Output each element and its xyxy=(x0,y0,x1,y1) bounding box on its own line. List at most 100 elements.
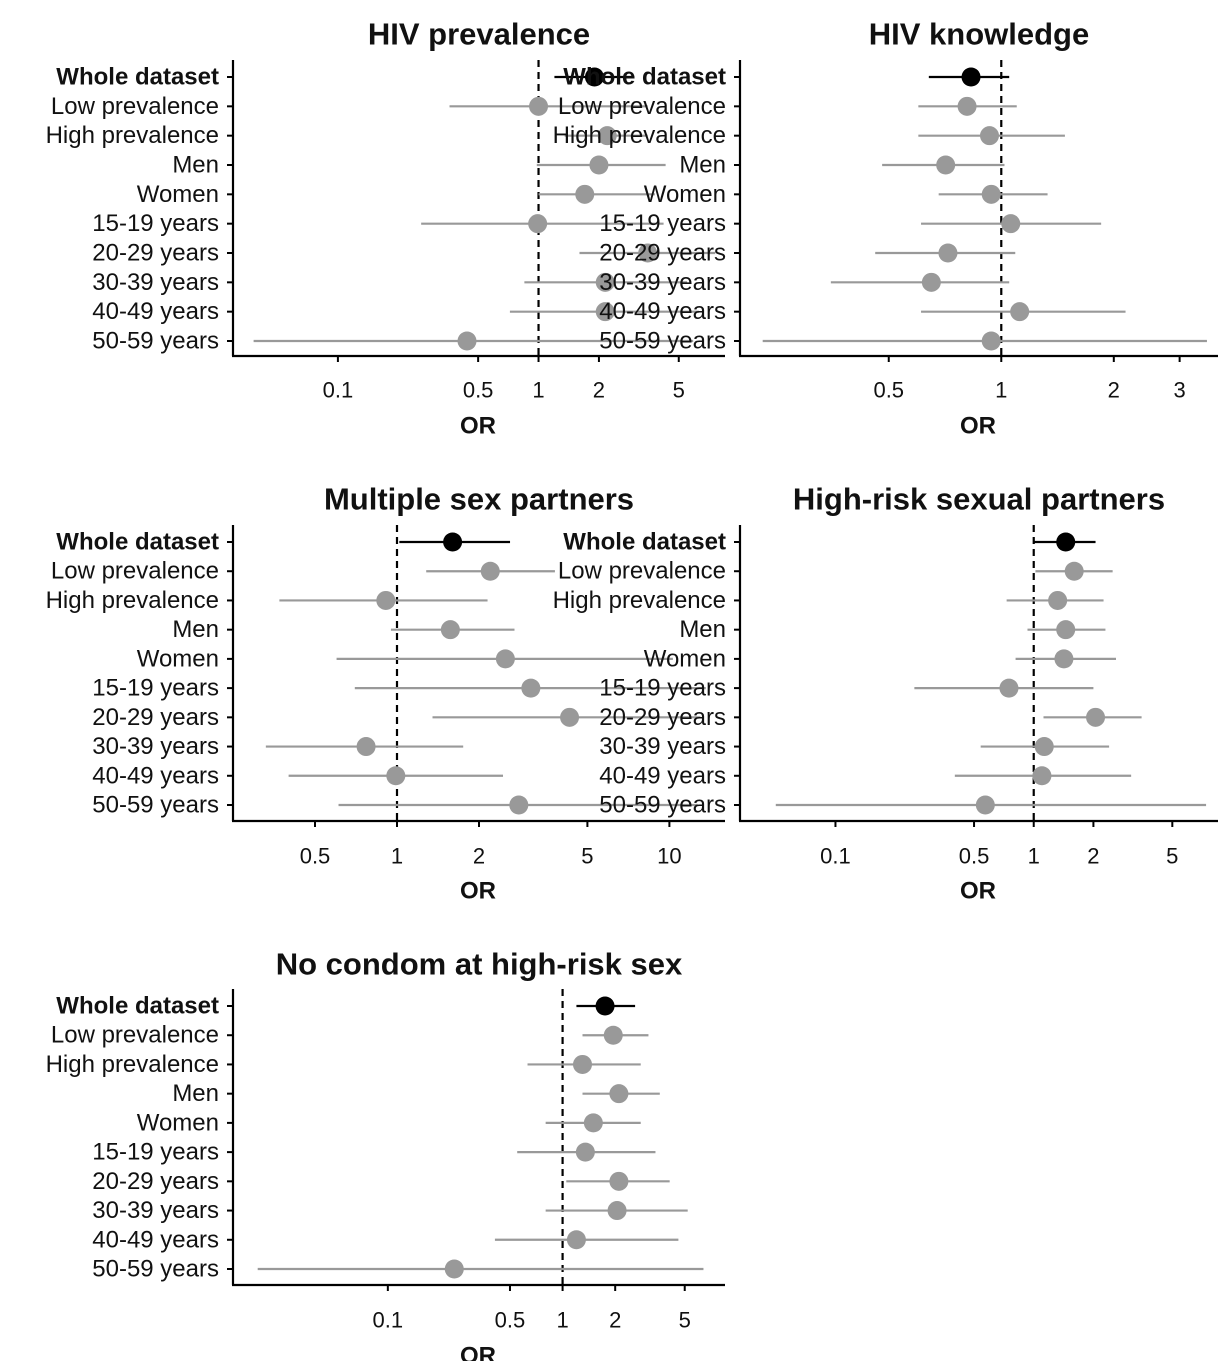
category-label: Women xyxy=(644,181,726,208)
category-label: Low prevalence xyxy=(558,558,726,585)
or-point xyxy=(575,184,595,204)
or-point xyxy=(961,67,981,87)
or-point xyxy=(584,67,604,87)
panel-5: No condom at high-risk sex Whole datasetL… xyxy=(46,947,725,1361)
or-point xyxy=(443,532,463,552)
category-label: 40-49 years xyxy=(92,1226,219,1253)
x-axis-label: OR xyxy=(460,878,496,905)
category-label: Women xyxy=(644,645,726,672)
category-label: Men xyxy=(172,1080,219,1107)
or-point xyxy=(938,243,958,263)
category-label: Women xyxy=(137,645,219,672)
category-label: Whole dataset xyxy=(56,993,219,1020)
or-point xyxy=(1001,214,1021,234)
or-point xyxy=(376,590,396,610)
x-tick-label: 0.1 xyxy=(373,1308,404,1333)
x-axis-label: OR xyxy=(960,413,996,440)
panel-title: High-risk sexual partners xyxy=(793,482,1165,517)
x-tick-label: 2 xyxy=(609,1308,621,1333)
x-tick-label: 0.1 xyxy=(820,844,851,869)
or-point xyxy=(609,1171,629,1191)
or-point xyxy=(595,302,615,322)
or-point xyxy=(595,272,615,292)
or-point xyxy=(480,561,500,581)
or-point xyxy=(595,996,615,1016)
category-label: 50-59 years xyxy=(92,328,219,355)
or-point xyxy=(1048,590,1068,610)
or-point xyxy=(529,96,549,116)
category-label: 50-59 years xyxy=(599,328,726,355)
x-tick-label: 0.5 xyxy=(495,1308,526,1333)
or-point xyxy=(597,126,617,146)
category-label: 30-39 years xyxy=(599,269,726,296)
category-label: High prevalence xyxy=(46,1051,219,1078)
category-label: 20-29 years xyxy=(92,240,219,267)
or-point xyxy=(921,272,941,292)
or-point xyxy=(936,155,956,175)
category-label: Men xyxy=(172,152,219,179)
category-label: High prevalence xyxy=(553,587,726,614)
or-point xyxy=(999,678,1019,698)
category-label: 15-19 years xyxy=(599,675,726,702)
panel-title: Multiple sex partners xyxy=(324,482,634,517)
or-point xyxy=(975,795,995,815)
category-label: 30-39 years xyxy=(92,1197,219,1224)
x-tick-label: 1 xyxy=(556,1308,568,1333)
or-point xyxy=(609,1084,629,1104)
category-label: Men xyxy=(172,616,219,643)
category-label: Whole dataset xyxy=(563,64,726,91)
x-tick-label: 3 xyxy=(1173,378,1185,403)
or-point xyxy=(1034,737,1054,757)
category-label: 15-19 years xyxy=(92,675,219,702)
or-point xyxy=(1010,302,1030,322)
category-label: 50-59 years xyxy=(92,1256,219,1283)
x-tick-label: 10 xyxy=(657,844,681,869)
x-tick-label: 1 xyxy=(995,378,1007,403)
or-point xyxy=(575,1142,595,1162)
x-tick-label: 2 xyxy=(1108,378,1120,403)
or-point xyxy=(444,1259,464,1279)
category-label: 15-19 years xyxy=(92,210,219,237)
x-tick-label: 2 xyxy=(593,378,605,403)
category-label: 20-29 years xyxy=(599,240,726,267)
category-label: Whole dataset xyxy=(563,529,726,556)
category-label: 50-59 years xyxy=(599,792,726,819)
x-tick-label: 0.5 xyxy=(463,378,494,403)
or-point xyxy=(440,620,460,640)
x-tick-label: 0.5 xyxy=(959,844,990,869)
or-point xyxy=(572,1054,592,1074)
category-label: High prevalence xyxy=(553,122,726,149)
or-point xyxy=(981,331,1001,351)
or-point xyxy=(1064,561,1084,581)
category-label: High prevalence xyxy=(46,587,219,614)
x-axis-label: OR xyxy=(460,413,496,440)
category-label: Low prevalence xyxy=(558,93,726,120)
or-point xyxy=(560,707,580,727)
category-label: Whole dataset xyxy=(56,529,219,556)
category-label: 15-19 years xyxy=(599,210,726,237)
category-label: 30-39 years xyxy=(92,733,219,760)
or-point xyxy=(981,184,1001,204)
category-label: Women xyxy=(137,181,219,208)
category-label: 20-29 years xyxy=(599,704,726,731)
panel-title: No condom at high-risk sex xyxy=(276,947,683,982)
or-point xyxy=(566,1230,586,1250)
or-point xyxy=(1056,620,1076,640)
x-axis-label: OR xyxy=(960,878,996,905)
category-label: Low prevalence xyxy=(51,93,219,120)
or-point xyxy=(521,678,541,698)
category-label: Low prevalence xyxy=(51,1022,219,1049)
x-tick-label: 1 xyxy=(1028,844,1040,869)
or-point xyxy=(356,737,376,757)
or-point xyxy=(1056,532,1076,552)
category-label: 40-49 years xyxy=(599,762,726,789)
or-point xyxy=(603,1025,623,1045)
or-point xyxy=(1032,766,1052,786)
category-label: 30-39 years xyxy=(92,269,219,296)
category-label: 50-59 years xyxy=(92,792,219,819)
x-tick-label: 5 xyxy=(679,1308,691,1333)
or-point xyxy=(457,331,477,351)
x-tick-label: 2 xyxy=(473,844,485,869)
